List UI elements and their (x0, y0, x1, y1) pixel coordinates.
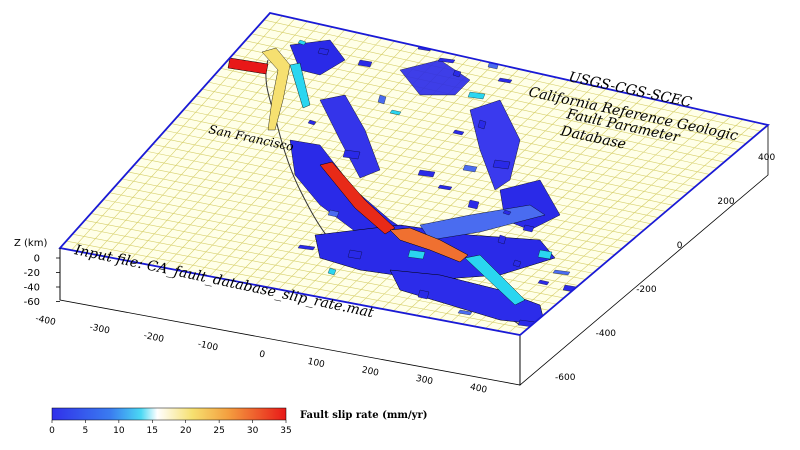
fault-band-valley (319, 94, 381, 179)
y-tick-label: -600 (555, 373, 576, 383)
fault-fragments (297, 39, 578, 328)
x-tick-label: 0 (258, 350, 266, 361)
fault-fragment (342, 149, 361, 160)
colorbar-ticks: 0 5 10 15 20 25 30 35 (49, 420, 292, 436)
fault-fragment (452, 69, 462, 78)
fault-fragment (317, 47, 330, 56)
colorbar-tick-label: 35 (280, 426, 291, 436)
san-andreas-red (227, 57, 269, 75)
z-tick-label: -20 (24, 268, 40, 279)
x-tick-label: 200 (361, 365, 380, 378)
y-tick-label: 400 (758, 153, 775, 163)
fault-fragment (492, 159, 511, 170)
y-tick-label: 0 (677, 241, 683, 251)
x-tick-label: -100 (197, 340, 219, 354)
colorbar (51, 407, 287, 421)
fault-fragment (457, 309, 473, 316)
grid-line (66, 240, 528, 330)
fault-segment-yellow (261, 47, 291, 131)
fault-fragment (357, 59, 373, 68)
grid-line (72, 233, 535, 323)
x-tick-label: -400 (34, 314, 56, 328)
fault-fragment (417, 169, 436, 178)
y-tick-label: -200 (636, 285, 657, 295)
colorbar-tick-label: 0 (49, 426, 55, 436)
grid-line (158, 137, 637, 237)
grid-line (146, 150, 623, 249)
z-axis-ticks: 0 -20 -40 -60 (24, 254, 60, 308)
fault-fragment (327, 267, 337, 276)
grid-line (183, 109, 666, 212)
grid-line (164, 130, 645, 231)
fault-fragment (452, 129, 465, 136)
fault-segment-cyan (289, 62, 311, 109)
fault-band-shasta (399, 59, 471, 96)
grid-line (171, 123, 652, 225)
y-tick-label: 200 (717, 197, 734, 207)
fault-fragment (297, 39, 307, 46)
fault-fragment (537, 279, 550, 286)
colorbar-label: Fault slip rate (mm/yr) (300, 410, 427, 421)
fault-fragment (407, 249, 426, 260)
fault-fragment (297, 244, 316, 251)
grid-line (140, 157, 615, 255)
fault-fragment (477, 119, 487, 130)
colorbar-tick-label: 5 (83, 426, 89, 436)
fault-fragment (347, 249, 363, 260)
x-tick-label: -200 (143, 331, 165, 345)
z-tick-label: -40 (24, 283, 40, 294)
colorbar-tick-label: 30 (247, 426, 259, 436)
fault-fragment (437, 57, 456, 64)
x-tick-label: 400 (469, 382, 488, 395)
fault-fragment (502, 209, 512, 216)
x-axis-ticks: -400 -300 -200 -100 0 100 200 300 400 (34, 314, 488, 396)
fault-fragment (497, 77, 513, 84)
z-tick-label: -60 (24, 297, 40, 308)
fault-fragment (552, 269, 571, 276)
fault-fragment (307, 119, 317, 126)
fault-fragment (467, 199, 480, 210)
z-axis-label: Z (km) (14, 238, 47, 249)
colorbar-tick-label: 25 (213, 426, 224, 436)
fault-fragment (537, 249, 553, 260)
fault-fragment (417, 289, 430, 300)
x-tick-label: -300 (89, 323, 111, 337)
colorbar-tick-label: 20 (180, 426, 192, 436)
x-tick-label: 100 (307, 357, 326, 370)
fault-fragment (327, 209, 340, 218)
san-andreas-central (319, 161, 396, 235)
x-tick-label: 300 (415, 374, 434, 387)
grid-line (208, 81, 696, 188)
fault-segment-cyan-south (464, 254, 526, 306)
grid-line (177, 116, 659, 218)
fault-fragment (467, 91, 486, 100)
colorbar-tick-label: 15 (147, 426, 158, 436)
fault-fragment (462, 164, 478, 173)
box-top-outline (58, 12, 770, 336)
z-tick-label: 0 (34, 254, 40, 265)
grid-line (201, 88, 688, 194)
fault-fragment (497, 234, 507, 245)
fault-fragment (389, 109, 402, 116)
grid-line (214, 74, 703, 181)
fault-fragment (437, 184, 453, 191)
y-axis-ticks: 400 200 0 -200 -400 -600 (555, 153, 775, 383)
fault-traces (227, 39, 578, 328)
grid-line (263, 19, 761, 132)
fault-fragment (377, 94, 387, 105)
y-tick-label: -400 (596, 329, 617, 339)
grid-line (152, 144, 630, 243)
fault-fragment (512, 259, 522, 268)
colorbar-tick-label: 10 (113, 426, 125, 436)
san-andreas-south (389, 227, 469, 263)
fault-fragment (522, 224, 535, 233)
